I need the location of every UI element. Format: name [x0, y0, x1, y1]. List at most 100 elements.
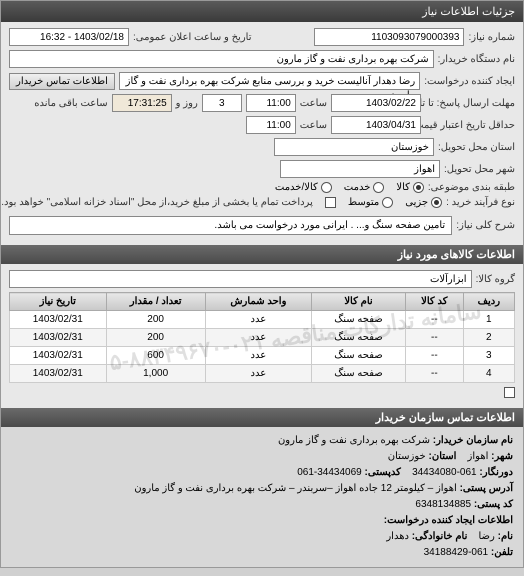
table-cell: 1: [463, 311, 514, 329]
buyer-dev-label: نام دستگاه خریدار:: [438, 54, 515, 65]
province-field: خوزستان: [274, 138, 434, 156]
city-label: شهر محل تحویل:: [444, 164, 515, 175]
purchase-type-group: جزیی متوسط پرداخت تمام یا بخشی از مبلغ خ…: [1, 197, 442, 208]
validity-label: حداقل تاریخ اعتبار قیمت: تا تاریخ:: [425, 120, 515, 131]
table-cell: 1403/02/31: [10, 311, 107, 329]
th-unit: واحد شمارش: [205, 293, 311, 311]
select-all-checkbox[interactable]: [504, 387, 515, 398]
table-cell: 1403/02/31: [10, 347, 107, 365]
contact-info-block: نام سازمان خریدار: شرکت بهره برداری نفت …: [1, 427, 523, 567]
contact-province-label: استان:: [429, 451, 457, 462]
table-cell: 3: [463, 347, 514, 365]
purchase-note: پرداخت تمام یا بخشی از مبلغ خرید،از محل …: [1, 197, 313, 208]
buyer-dev-field: شرکت بهره برداری نفت و گاز مارون: [9, 50, 434, 68]
deadline-label: مهلت ارسال پاسخ: تا تاریخ:: [425, 98, 515, 109]
postbox-value: 6348134885: [415, 499, 471, 510]
contact-city: اهواز: [468, 451, 489, 462]
table-cell: --: [405, 347, 463, 365]
desc-field: تامین صفحه سنگ و... . ایرانی مورد درخواس…: [9, 216, 452, 235]
th-name: نام کالا: [312, 293, 406, 311]
contact-section-header: اطلاعات تماس سازمان خریدار: [1, 408, 523, 427]
table-cell: 200: [106, 311, 205, 329]
requester-label: ایجاد کننده درخواست:: [424, 76, 515, 87]
items-table: ردیف کد کالا نام کالا واحد شمارش تعداد /…: [9, 292, 515, 383]
table-cell: --: [405, 311, 463, 329]
table-row[interactable]: 1--صفحه سنگعدد2001403/02/31: [10, 311, 515, 329]
group-field: ابزارآلات: [9, 270, 472, 288]
radio-dot-icon: [373, 182, 384, 193]
announce-label: تاریخ و ساعت اعلان عمومی:: [133, 32, 252, 43]
items-section-header: اطلاعات کالاهای مورد نیاز: [1, 245, 523, 264]
radio-service[interactable]: خدمت: [344, 182, 385, 193]
table-cell: صفحه سنگ: [312, 311, 406, 329]
table-cell: صفحه سنگ: [312, 347, 406, 365]
remain-label: ساعت باقی مانده: [34, 98, 107, 109]
family-label: نام خانوادگی:: [412, 531, 468, 542]
table-cell: 1403/02/31: [10, 329, 107, 347]
validity-time-label: ساعت: [300, 120, 327, 131]
window-title: جزئیات اطلاعات نیاز: [422, 6, 515, 18]
radio-goods[interactable]: کالا: [396, 182, 424, 193]
table-cell: 200: [106, 329, 205, 347]
table-cell: --: [405, 329, 463, 347]
validity-date-field: 1403/04/31: [331, 116, 421, 134]
req-no-label: شماره نیاز:: [468, 32, 515, 43]
table-cell: 2: [463, 329, 514, 347]
phone-label: تلفن:: [491, 547, 513, 558]
days-field: 3: [202, 94, 242, 112]
city-field: اهواز: [280, 160, 440, 178]
remain-time-field: 17:31:25: [112, 94, 172, 112]
buyer-contact-button[interactable]: اطلاعات تماس خریدار: [9, 73, 115, 90]
category-radio-group: کالا خدمت کالا/خدمت: [275, 182, 424, 193]
table-cell: 600: [106, 347, 205, 365]
table-cell: 1,000: [106, 365, 205, 383]
table-cell: 4: [463, 365, 514, 383]
table-cell: عدد: [205, 365, 311, 383]
validity-time-field: 11:00: [246, 116, 296, 134]
announce-field: 1403/02/18 - 16:32: [9, 28, 129, 46]
deadline-date-field: 1403/02/22: [331, 94, 421, 112]
radio-medium[interactable]: متوسط: [348, 197, 393, 208]
radio-dot-icon: [382, 197, 393, 208]
address-value: اهواز – کیلومتر 12 جاده اهواز –سربندر – …: [134, 483, 457, 494]
th-date: تاریخ نیاز: [10, 293, 107, 311]
window-titlebar: جزئیات اطلاعات نیاز: [1, 1, 523, 22]
postbox-label: کد پستی:: [474, 499, 513, 510]
contact-province: خوزستان: [388, 451, 426, 462]
requester-field: رضا دهدار آنالیست خرید و بررسی منابع شرک…: [119, 72, 420, 90]
contact-city-label: شهر:: [491, 451, 513, 462]
form-area: شماره نیاز: 1103093079000393 تاریخ و ساع…: [1, 22, 523, 245]
province-label: استان محل تحویل:: [438, 142, 515, 153]
group-label: گروه کالا:: [476, 274, 515, 285]
table-cell: صفحه سنگ: [312, 329, 406, 347]
req-no-field: 1103093079000393: [314, 28, 464, 46]
postal-value: 34434069-061: [297, 467, 362, 478]
radio-minor[interactable]: جزیی: [405, 197, 442, 208]
table-cell: عدد: [205, 347, 311, 365]
treasury-checkbox[interactable]: [325, 197, 336, 208]
name-label: نام:: [498, 531, 513, 542]
th-code: کد کالا: [405, 293, 463, 311]
table-row[interactable]: 4--صفحه سنگعدد1,0001403/02/31: [10, 365, 515, 383]
family-value: دهدار: [386, 531, 409, 542]
th-qty: تعداد / مقدار: [106, 293, 205, 311]
radio-goods-service[interactable]: کالا/خدمت: [275, 182, 332, 193]
org-label: نام سازمان خریدار:: [433, 435, 513, 446]
th-row: ردیف: [463, 293, 514, 311]
radio-dot-icon: [413, 182, 424, 193]
table-cell: 1403/02/31: [10, 365, 107, 383]
table-row[interactable]: 2--صفحه سنگعدد2001403/02/31: [10, 329, 515, 347]
name-value: رضا: [478, 531, 494, 542]
table-row[interactable]: 3--صفحه سنگعدد6001403/02/31: [10, 347, 515, 365]
fax-label: دورنگار:: [479, 467, 513, 478]
radio-dot-icon: [431, 197, 442, 208]
days-label: روز و: [176, 98, 198, 109]
deadline-time-field: 11:00: [246, 94, 296, 112]
fax-value: 061-34434080: [412, 467, 477, 478]
radio-dot-icon: [321, 182, 332, 193]
details-window: جزئیات اطلاعات نیاز شماره نیاز: 11030930…: [0, 0, 524, 568]
org-value: شرکت بهره برداری نفت و گاز مارون: [278, 435, 430, 446]
table-cell: عدد: [205, 329, 311, 347]
desc-label: شرح کلی نیاز:: [456, 220, 515, 231]
purchase-type-label: نوع فرآیند خرید :: [446, 197, 515, 208]
